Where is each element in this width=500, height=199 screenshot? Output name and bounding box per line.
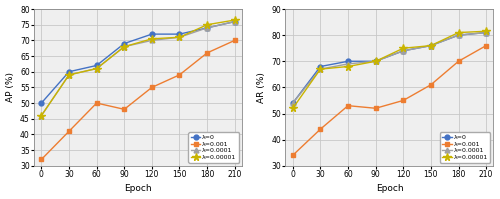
λ=0.00001 [232,19,237,21]
λ=0.001 [232,39,237,42]
λ=0 [400,50,406,52]
λ=0.0001 [318,68,324,70]
λ=0.001 [66,130,72,133]
λ=0.001 [149,86,155,89]
λ=0.001 [38,158,44,161]
λ=0 [122,42,128,45]
λ=0.00001 [204,23,210,26]
λ=0.00001 [66,74,72,76]
Line: λ=0: λ=0 [290,30,488,105]
λ=0.0001 [176,36,182,38]
λ=0.0001 [204,27,210,29]
λ=0 [318,65,324,68]
Line: λ=0.0001: λ=0.0001 [39,19,237,118]
λ=0.00001 [290,107,296,109]
λ=0.00001 [345,65,351,68]
λ=0.0001 [149,39,155,42]
λ=0.0001 [232,20,237,23]
λ=0.001 [456,60,462,62]
λ=0.0001 [372,60,378,62]
λ=0.00001 [456,31,462,34]
λ=0.0001 [483,31,489,34]
λ=0.00001 [94,67,100,70]
λ=0 [483,31,489,34]
λ=0.0001 [38,114,44,117]
λ=0 [428,44,434,47]
λ=0.001 [176,74,182,76]
Legend: λ=0, λ=0.001, λ=0.0001, λ=0.00001: λ=0, λ=0.001, λ=0.0001, λ=0.00001 [440,132,490,163]
λ=0.00001 [318,68,324,70]
λ=0 [66,70,72,73]
λ=0.001 [94,102,100,104]
λ=0.00001 [38,114,44,117]
λ=0.00001 [483,30,489,32]
λ=0 [345,60,351,62]
X-axis label: Epoch: Epoch [124,184,152,193]
Y-axis label: AR (%): AR (%) [257,72,266,103]
λ=0 [290,102,296,104]
λ=0.0001 [66,74,72,76]
λ=0.0001 [290,102,296,104]
Line: λ=0.00001: λ=0.00001 [289,27,490,112]
Line: λ=0.001: λ=0.001 [39,38,237,162]
Line: λ=0.0001: λ=0.0001 [290,30,488,105]
λ=0 [176,33,182,35]
λ=0 [232,20,237,23]
λ=0.00001 [149,38,155,40]
λ=0.00001 [400,47,406,49]
λ=0 [38,102,44,104]
λ=0.001 [345,104,351,107]
λ=0.00001 [176,36,182,38]
λ=0.0001 [400,50,406,52]
λ=0.001 [400,99,406,102]
λ=0.001 [290,154,296,156]
Y-axis label: AP (%): AP (%) [6,72,15,102]
λ=0 [456,34,462,36]
λ=0.0001 [456,34,462,36]
Line: λ=0.00001: λ=0.00001 [38,16,238,119]
λ=0.0001 [122,45,128,48]
λ=0.001 [122,108,128,110]
λ=0 [204,27,210,29]
λ=0.00001 [122,45,128,48]
λ=0.0001 [94,67,100,70]
λ=0.001 [318,128,324,130]
λ=0.0001 [428,44,434,47]
X-axis label: Epoch: Epoch [376,184,404,193]
λ=0.001 [204,52,210,54]
λ=0 [94,64,100,67]
λ=0.001 [428,84,434,86]
λ=0 [149,33,155,35]
Line: λ=0: λ=0 [39,19,237,105]
λ=0 [372,60,378,62]
λ=0.001 [483,44,489,47]
λ=0.00001 [372,60,378,62]
λ=0.0001 [345,63,351,65]
λ=0.001 [372,107,378,109]
Legend: λ=0, λ=0.001, λ=0.0001, λ=0.00001: λ=0, λ=0.001, λ=0.0001, λ=0.00001 [188,132,239,163]
Line: λ=0.001: λ=0.001 [290,43,488,158]
λ=0.00001 [428,44,434,47]
